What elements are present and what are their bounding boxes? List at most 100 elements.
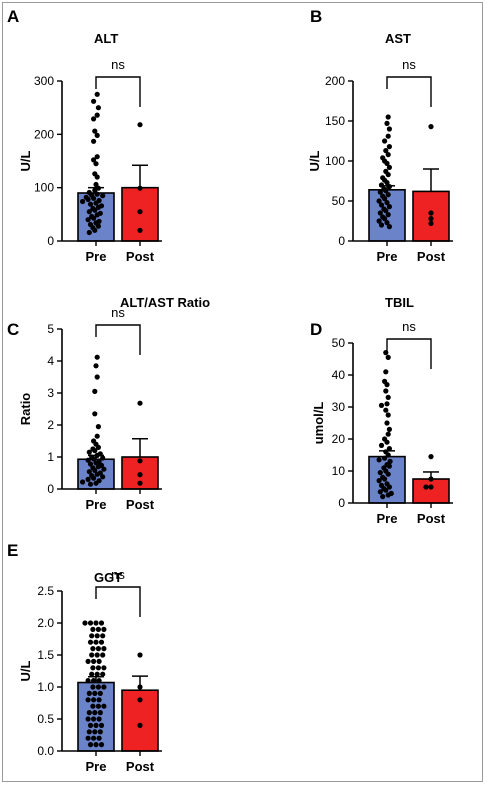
data-point-pre bbox=[91, 658, 97, 665]
data-point-pre bbox=[92, 207, 98, 213]
data-point-pre bbox=[96, 716, 102, 722]
panel-e: E GGT U/L 0.0 0.5 1.0 1.5 2.0 2.5 Pre Post ns bbox=[7, 541, 162, 774]
data-point-pre bbox=[384, 200, 390, 206]
data-point-pre bbox=[94, 652, 100, 658]
data-point-pre bbox=[384, 220, 390, 226]
y-tick-label: 50 bbox=[332, 194, 346, 208]
data-point-pre bbox=[95, 626, 101, 633]
y-tick-label: 0.0 bbox=[37, 744, 54, 758]
y-tick-label: 2.5 bbox=[37, 584, 54, 598]
data-point-pre bbox=[383, 487, 389, 493]
data-point-pre bbox=[95, 204, 101, 210]
data-point-pre bbox=[89, 652, 95, 658]
data-point-pre bbox=[385, 471, 391, 477]
data-point-pre bbox=[93, 363, 99, 369]
data-point-pre bbox=[385, 152, 391, 158]
data-point-pre bbox=[91, 456, 97, 462]
data-point-pre bbox=[382, 138, 388, 144]
data-point-pre bbox=[96, 735, 102, 741]
data-point-pre bbox=[101, 684, 107, 690]
y-axis-label: umol/L bbox=[311, 402, 326, 445]
panel-title: TBIL bbox=[385, 295, 414, 310]
data-point-pre bbox=[378, 222, 385, 228]
data-point-pre bbox=[385, 492, 391, 498]
data-point-pre bbox=[87, 639, 94, 645]
data-point-pre bbox=[386, 484, 392, 490]
data-point-pre bbox=[87, 201, 94, 207]
data-point-pre bbox=[86, 449, 92, 455]
data-point-pre bbox=[382, 196, 388, 202]
data-point-pre bbox=[87, 722, 94, 729]
y-tick-label: 2.0 bbox=[37, 616, 54, 630]
data-point-pre bbox=[377, 189, 383, 195]
data-point-pre bbox=[385, 412, 391, 418]
data-point-pre bbox=[90, 703, 96, 709]
data-point-pre bbox=[382, 455, 388, 461]
data-point-pre bbox=[386, 426, 392, 432]
data-point-pre bbox=[386, 446, 392, 452]
panel-b: B AST U/L 0 50 100 150 200 Pre Post ns bbox=[307, 7, 453, 264]
data-point-pre bbox=[385, 354, 391, 360]
data-point-pre bbox=[82, 620, 88, 626]
data-point-pre bbox=[93, 742, 99, 748]
data-point-pre bbox=[377, 470, 383, 476]
data-point-pre bbox=[91, 138, 97, 144]
y-tick-label: 50 bbox=[332, 336, 346, 350]
data-point-pre bbox=[385, 133, 391, 139]
data-point-pre bbox=[386, 204, 392, 210]
panel-a: A ALT U/L 0 100 200 300 Pre Post ns bbox=[7, 7, 162, 264]
data-point-pre bbox=[100, 671, 106, 677]
data-point-post bbox=[137, 400, 143, 406]
significance-bracket bbox=[386, 338, 432, 369]
data-point-pre bbox=[385, 394, 391, 400]
significance-label: ns bbox=[111, 57, 125, 72]
bar-post bbox=[412, 478, 450, 504]
data-point-post bbox=[137, 652, 143, 658]
data-point-post bbox=[428, 484, 434, 490]
data-point-pre bbox=[95, 684, 101, 690]
data-point-pre bbox=[87, 742, 94, 748]
panel-c: C ALT/AST Ratio Ratio 0 1 2 3 4 5 Pre Post ns bbox=[7, 295, 210, 512]
data-point-pre bbox=[94, 354, 100, 360]
data-point-pre bbox=[94, 132, 100, 138]
data-point-pre bbox=[92, 388, 98, 394]
data-point-pre bbox=[384, 160, 390, 166]
data-point-post bbox=[428, 216, 434, 222]
data-point-pre bbox=[92, 710, 98, 716]
data-point-pre bbox=[95, 464, 101, 470]
data-point-pre bbox=[378, 442, 385, 448]
data-point-pre bbox=[95, 646, 101, 652]
x-category-label: Post bbox=[417, 511, 446, 526]
data-point-post bbox=[137, 209, 143, 215]
data-point-pre bbox=[93, 639, 99, 645]
data-point-pre bbox=[92, 690, 98, 697]
y-tick-label: 5 bbox=[47, 322, 54, 336]
y-tick-label: 10 bbox=[332, 464, 346, 478]
y-tick-label: 20 bbox=[332, 432, 346, 446]
panel-d: D TBIL umol/L 0 10 20 30 40 50 Pre Post ns bbox=[310, 295, 453, 526]
data-point-post bbox=[428, 124, 434, 130]
y-tick-label: 4 bbox=[47, 354, 54, 368]
data-point-pre bbox=[95, 105, 101, 111]
data-point-pre bbox=[383, 388, 389, 394]
data-point-pre bbox=[91, 697, 97, 703]
data-point-pre bbox=[85, 697, 91, 703]
data-point-pre bbox=[89, 671, 95, 677]
data-point-post bbox=[428, 220, 434, 226]
data-point-pre bbox=[386, 463, 392, 469]
data-point-pre bbox=[85, 476, 91, 482]
data-point-pre bbox=[86, 690, 92, 697]
data-point-pre bbox=[93, 181, 99, 188]
panel-label: D bbox=[310, 320, 322, 339]
data-point-pre bbox=[376, 478, 382, 484]
data-point-pre bbox=[85, 196, 91, 202]
data-point-pre bbox=[97, 729, 103, 735]
data-point-pre bbox=[386, 224, 392, 230]
data-point-post bbox=[137, 480, 143, 486]
data-point-pre bbox=[377, 489, 383, 495]
data-point-pre bbox=[380, 494, 386, 500]
data-point-pre bbox=[93, 161, 99, 167]
data-point-pre bbox=[383, 407, 389, 413]
y-axis-label: U/L bbox=[18, 150, 33, 171]
data-point-pre bbox=[91, 195, 97, 201]
